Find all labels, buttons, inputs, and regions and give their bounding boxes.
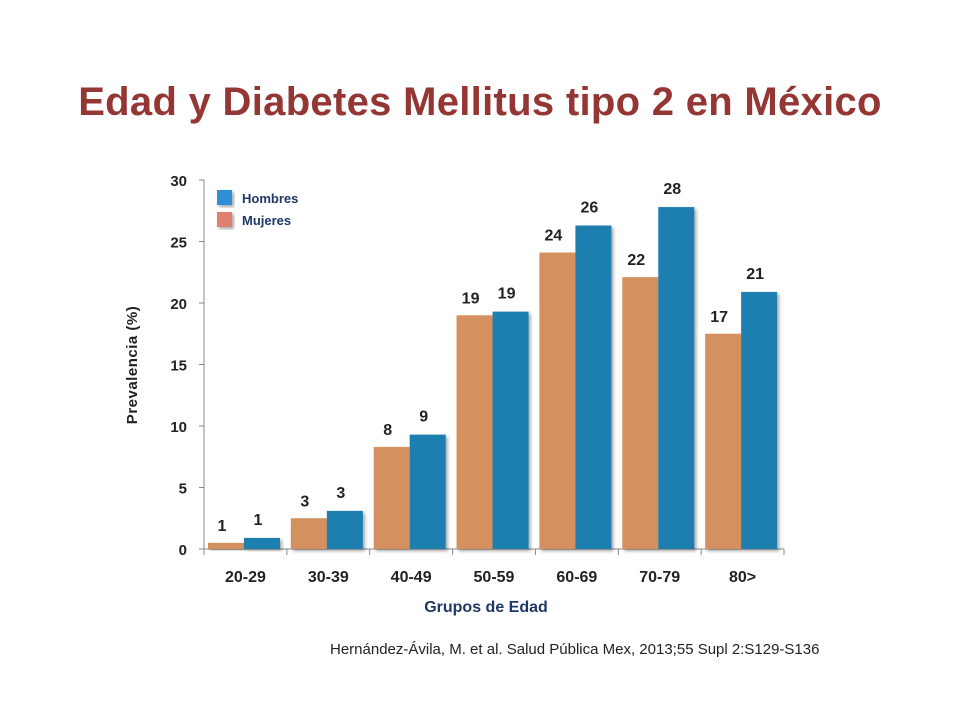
- data-label-mujeres: 19: [462, 290, 480, 307]
- data-label-mujeres: 22: [627, 252, 645, 269]
- data-label-mujeres: 24: [545, 228, 563, 245]
- y-tick-label: 25: [170, 235, 187, 252]
- legend-label-mujeres: Mujeres: [242, 213, 291, 228]
- x-tick-label: 70-79: [639, 569, 680, 586]
- data-label-hombres: 21: [746, 266, 764, 283]
- bar-hombres-80>: [741, 291, 778, 549]
- bar-mujeres-70-79: [622, 277, 659, 549]
- data-label-hombres: 19: [498, 286, 516, 303]
- bar-hombres-30-39: [326, 510, 363, 549]
- y-tick-label: 15: [170, 358, 187, 375]
- bar-hombres-50-59: [492, 311, 529, 549]
- data-label-hombres: 1: [254, 512, 263, 529]
- x-tick-label: 80>: [729, 569, 756, 586]
- bar-hombres-40-49: [409, 434, 446, 549]
- bar-hombres-70-79: [658, 207, 695, 549]
- bar-hombres-20-29: [244, 537, 280, 549]
- y-tick-label: 10: [170, 419, 187, 436]
- data-label-mujeres: 1: [218, 518, 227, 535]
- x-tick-label: 50-59: [474, 569, 515, 586]
- data-label-hombres: 9: [419, 409, 428, 426]
- chart-title: Edad y Diabetes Mellitus tipo 2 en Méxic…: [78, 80, 882, 124]
- legend-swatch-mujeres: [217, 212, 232, 227]
- data-label-mujeres: 8: [383, 422, 392, 439]
- bar-mujeres-20-29: [208, 542, 244, 549]
- legend-label-hombres: Hombres: [242, 191, 298, 206]
- x-axis-title: Grupos de Edad: [424, 599, 548, 616]
- y-tick-label: 20: [170, 296, 187, 313]
- bar-mujeres-50-59: [456, 315, 493, 549]
- citation: Hernández-Ávila, M. et al. Salud Pública…: [330, 641, 820, 658]
- bar-mujeres-80>: [705, 333, 742, 549]
- y-tick-label: 30: [170, 173, 187, 190]
- y-tick-label: 0: [179, 542, 187, 559]
- y-tick-label: 5: [179, 481, 187, 498]
- bar-mujeres-60-69: [539, 252, 576, 549]
- bar-mujeres-30-39: [290, 518, 327, 549]
- data-label-mujeres: 17: [710, 309, 728, 326]
- data-label-mujeres: 3: [300, 493, 309, 510]
- x-tick-label: 60-69: [556, 569, 597, 586]
- bar-hombres-60-69: [575, 225, 612, 549]
- data-label-hombres: 26: [581, 200, 599, 217]
- x-tick-label: 30-39: [308, 569, 349, 586]
- data-label-hombres: 28: [663, 181, 681, 198]
- data-label-hombres: 3: [336, 485, 345, 502]
- legend-swatch-hombres: [217, 190, 232, 205]
- bar-mujeres-40-49: [373, 446, 410, 549]
- y-axis-title: Prevalencia (%): [124, 306, 141, 424]
- x-tick-label: 20-29: [225, 569, 266, 586]
- x-tick-label: 40-49: [391, 569, 432, 586]
